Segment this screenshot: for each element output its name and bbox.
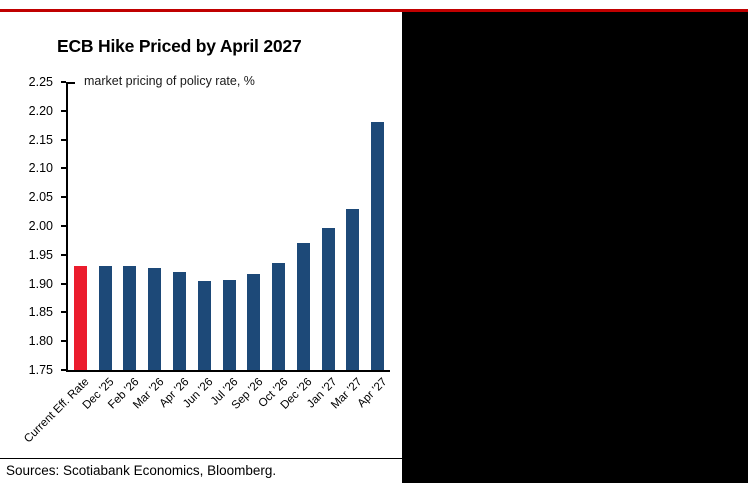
bar bbox=[321, 228, 335, 370]
x-tick-label: Current Eff. Rate bbox=[22, 376, 92, 446]
bar bbox=[98, 266, 112, 370]
axis-top-tick bbox=[68, 82, 75, 84]
bar bbox=[371, 121, 385, 370]
y-tick-label: 2.00 bbox=[28, 219, 53, 233]
chart-panel: ECB Hike Priced by April 2027 2.25 2.20 2.… bbox=[0, 12, 402, 483]
axis-caption: market pricing of policy rate, % bbox=[84, 74, 255, 88]
y-tick-label: 1.90 bbox=[28, 276, 53, 291]
x-axis-labels: Current Eff. Rate Dec '25 Feb '26 Mar '26 Ap… bbox=[23, 374, 390, 470]
top-red-rule bbox=[0, 9, 748, 12]
y-tick-label: 2.25 bbox=[28, 75, 53, 89]
bar bbox=[247, 274, 261, 370]
bar-current-eff-rate bbox=[73, 266, 87, 370]
y-tick-mark bbox=[61, 225, 66, 227]
y-tick-label: 1.75 bbox=[28, 363, 53, 377]
bar bbox=[123, 266, 137, 370]
y-tick-mark bbox=[61, 282, 66, 285]
y-tick-label: 1.80 bbox=[28, 334, 53, 349]
y-tick-mark bbox=[61, 253, 66, 256]
bar bbox=[272, 262, 285, 370]
bar bbox=[197, 280, 211, 370]
y-tick-mark bbox=[61, 340, 66, 343]
source-text: Sources: Scotiabank Economics, Bloomberg… bbox=[0, 458, 402, 478]
bar bbox=[222, 279, 236, 370]
y-tick-mark bbox=[61, 109, 66, 112]
bar bbox=[148, 268, 162, 370]
bar bbox=[296, 242, 310, 370]
y-tick-mark bbox=[61, 369, 66, 371]
y-tick-label: 1.85 bbox=[28, 305, 53, 320]
bar bbox=[346, 209, 360, 370]
plot-area: market pricing of policy rate, % bbox=[66, 74, 390, 372]
y-tick-mark bbox=[61, 196, 66, 199]
y-tick-label: 2.15 bbox=[28, 132, 53, 147]
chart-title: ECB Hike Priced by April 2027 bbox=[57, 36, 302, 56]
y-axis: 2.25 2.20 2.15 2.10 2.05 2.00 1.95 1.90 1.85 1.80… bbox=[0, 75, 66, 377]
side-black-panel bbox=[402, 12, 748, 483]
y-tick-label: 1.95 bbox=[28, 247, 53, 262]
y-tick-mark bbox=[61, 167, 66, 170]
y-tick-mark bbox=[61, 138, 66, 141]
bar bbox=[173, 271, 186, 370]
y-tick-mark bbox=[61, 81, 66, 83]
y-tick-mark bbox=[61, 311, 66, 314]
y-tick-label: 2.20 bbox=[28, 103, 53, 118]
y-tick-label: 2.05 bbox=[28, 190, 53, 205]
y-tick-label: 2.10 bbox=[28, 161, 53, 176]
